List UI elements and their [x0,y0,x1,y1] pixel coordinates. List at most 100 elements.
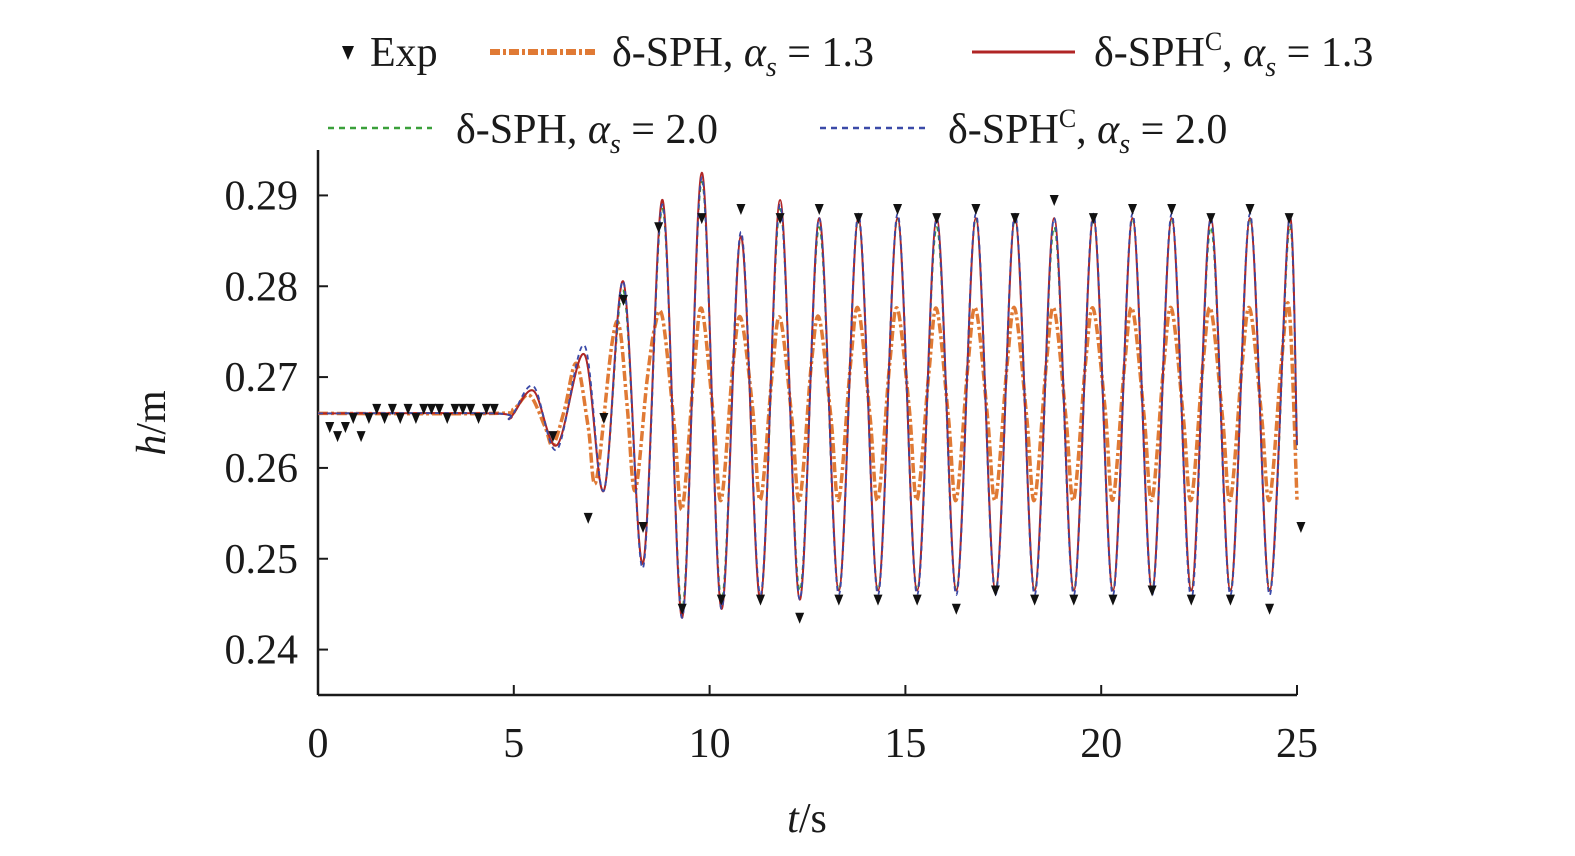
exp-marker [1296,521,1306,533]
exp-marker [697,213,707,225]
exp-marker [814,204,824,216]
exp-marker [893,204,903,216]
exp-marker [1030,594,1040,606]
exp-marker [333,431,343,443]
exp-marker [1128,204,1138,216]
series-line-2 [317,171,1298,619]
exp-marker [1147,585,1157,597]
exp-marker [1167,204,1177,216]
exp-marker [450,403,460,415]
svg-text:δ-SPH, αs = 1.3: δ-SPH, αs = 1.3 [612,30,874,83]
exp-marker [466,403,476,415]
exp-marker [325,422,335,434]
svg-text:δ-SPH, αs = 2.0: δ-SPH, αs = 2.0 [456,107,718,160]
x-tick-label: 15 [884,721,926,767]
legend-sphc13-sup: C [1205,27,1222,56]
series-line-3 [317,180,1298,610]
exp-marker [654,222,664,234]
exp-marker [1284,213,1294,225]
y-tick-label: 0.28 [225,264,299,310]
exp-marker [951,603,961,615]
legend: Exp δ-SPH, αs = 1.3 δ-SPHC, αs = 1.3 δ-S… [328,27,1373,160]
exp-marker [458,403,468,415]
exp-marker [356,431,366,443]
x-tick-label: 10 [689,721,731,767]
legend-sph13-alpha: 1.3 [821,30,874,76]
legend-sph20-base: δ-SPH [456,107,567,153]
exp-marker [489,403,499,415]
exp-marker [380,412,390,424]
ticks [317,194,1298,695]
svg-text:δ-SPHC, αs = 2.0: δ-SPHC, αs = 2.0 [948,104,1227,160]
exp-marker [971,204,981,216]
y-tick-label: 0.24 [225,628,299,674]
exp-marker [387,403,397,415]
exp-marker [775,213,785,225]
exp-marker [1265,603,1275,615]
exp-markers [325,194,1306,624]
y-tick-label: 0.26 [225,446,299,492]
exp-marker [340,422,350,434]
series-layer [317,171,1299,619]
y-tick-label: 0.25 [225,537,299,583]
x-tick-label: 0 [308,721,329,767]
exp-marker [1108,594,1118,606]
series-line-1 [317,301,1299,512]
exp-marker [834,594,844,606]
x-axis-unit: /s [799,796,827,842]
exp-marker [1010,213,1020,225]
exp-marker [912,594,922,606]
svg-text:δ-SPHC, αs = 1.3: δ-SPHC, αs = 1.3 [1094,27,1373,83]
exp-marker [1206,213,1216,225]
exp-marker [795,612,805,624]
exp-marker [583,512,593,524]
exp-marker [442,412,452,424]
y-axis-var: h [129,435,175,456]
exp-marker [1225,594,1235,606]
exp-marker [1088,213,1098,225]
x-tick-label: 5 [503,721,524,767]
exp-marker [411,412,421,424]
exp-marker [395,412,405,424]
y-axis-unit: /m [129,390,175,435]
exp-marker [853,213,863,225]
exp-marker [756,594,766,606]
exp-marker [873,594,883,606]
exp-marker [364,412,374,424]
exp-marker [932,213,942,225]
legend-sph13-base: δ-SPH [612,30,723,76]
x-tick-label: 20 [1080,721,1122,767]
exp-marker [599,412,609,424]
exp-marker [1245,204,1255,216]
series-line-4 [317,176,1298,619]
exp-marker [1049,194,1059,206]
legend-exp-marker [342,46,354,60]
exp-marker [548,431,558,443]
exp-marker [677,603,687,615]
legend-sphc20-base: δ-SPH [948,107,1059,153]
y-tick-label: 0.27 [225,355,299,401]
svg-text:Exp: Exp [370,30,438,76]
exp-marker [434,403,444,415]
legend-sph20-alpha: 2.0 [665,107,718,153]
exp-marker [474,412,484,424]
exp-marker [403,403,413,415]
exp-marker [1186,594,1196,606]
exp-marker [481,403,491,415]
exp-marker [427,403,437,415]
exp-marker [638,521,648,533]
y-axis-title: h/m [129,390,175,456]
x-axis-title: t/s [787,796,827,842]
legend-exp-label: Exp [370,30,438,76]
exp-marker [1069,594,1079,606]
axes [316,150,1297,697]
exp-marker [736,204,746,216]
exp-marker [618,294,628,306]
legend-sphc20-sup: C [1059,104,1076,133]
x-tick-label: 25 [1276,721,1318,767]
exp-marker [372,403,382,415]
tick-labels: 0 5 10 15 20 25 0.24 0.25 0.26 0.27 0.28 0.29 [225,173,1319,767]
exp-marker [990,585,1000,597]
legend-sphc13-base: δ-SPH [1094,30,1205,76]
